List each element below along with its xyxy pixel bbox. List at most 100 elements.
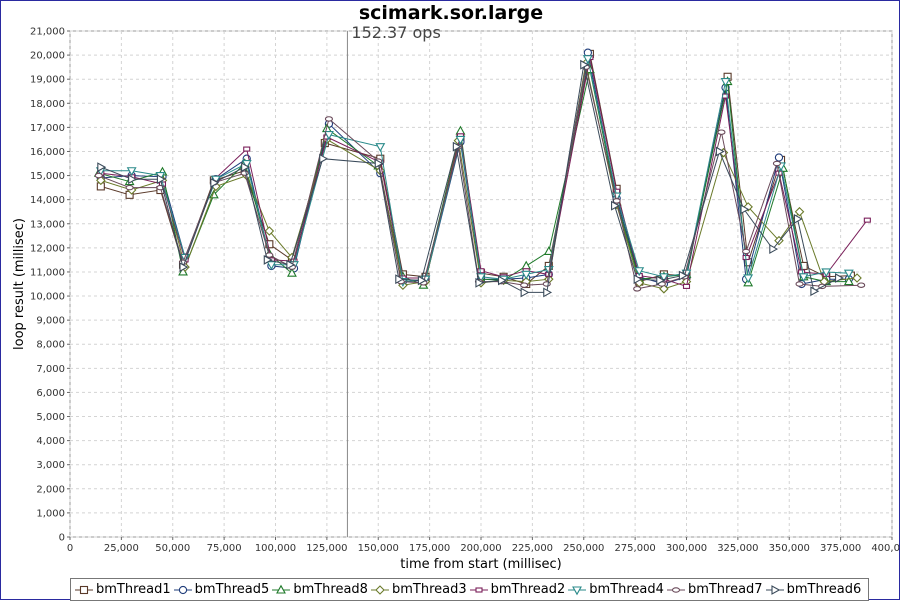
y-tick-label: 13,000 [30,219,65,230]
legend-item: bmThread2 [469,582,566,597]
legend-label: bmThread2 [490,582,566,597]
legend-item: bmThread3 [370,582,467,597]
legend-swatch [666,586,685,593]
y-tick-label: 10,000 [30,292,65,303]
series-bmThread2 [97,54,871,289]
data-point [497,275,507,286]
legend-label: bmThread7 [687,582,763,597]
legend-marker [178,585,187,594]
legend-label: bmThread8 [293,582,368,597]
data-point [241,159,252,169]
annotation-text: 152.37 ops [351,23,440,42]
y-tick-label: 19,000 [30,75,65,86]
y-tick-label: 12,000 [30,243,65,254]
data-point [743,274,754,284]
data-point [843,276,854,286]
data-point [682,283,691,289]
legend-label: bmThread6 [786,582,862,597]
data-point [417,275,427,286]
data-point [125,184,134,191]
legend-item: bmThread8 [272,582,368,597]
legend-item: bmThread4 [568,582,664,597]
legend-item: bmThread1 [75,582,171,597]
data-point [794,206,805,217]
y-tick-label: 0 [59,533,65,544]
legend-marker [79,585,89,594]
x-tick-label: 250,000 [563,543,604,554]
y-tick-label: 4,000 [36,436,65,447]
x-tick-label: 0 [67,543,73,554]
y-tick-label: 9,000 [36,316,65,327]
y-tick-label: 6,000 [36,388,65,399]
x-tick-label: 400,000 [871,543,900,554]
y-tick-label: 11,000 [30,267,65,278]
data-point [542,281,551,287]
data-point [742,248,751,255]
data-point [476,273,486,283]
data-point [772,160,781,167]
y-tick-label: 2,000 [36,484,65,495]
legend-item: bmThread5 [173,582,269,597]
legend-marker [771,584,780,595]
series-group [93,48,871,298]
data-point [323,131,334,140]
data-point [375,143,386,152]
data-point [810,286,820,297]
x-tick-label: 75,000 [207,543,242,554]
legend-label: bmThread3 [391,582,467,597]
plot-area: 0 25,000 50,000 75,000 100,000 125,000 150,000… [12,23,900,572]
x-tick-label: 275,000 [614,543,655,554]
y-tick-label: 7,000 [36,364,65,375]
data-point [857,282,866,288]
x-tick-label: 175,000 [409,543,450,554]
legend-swatch [568,585,587,595]
data-point [793,214,803,224]
data-point [863,217,871,223]
data-point [94,172,103,179]
data-point [287,267,297,277]
data-point [843,269,854,279]
data-point [210,177,220,188]
y-tick-label: 18,000 [30,99,65,110]
data-point [452,141,462,152]
data-point [96,175,106,186]
data-point [319,153,329,164]
x-tick-label: 100,000 [255,543,296,554]
data-point [720,78,731,87]
x-tick-label: 350,000 [769,543,810,554]
x-axis-label: time from start (millisec) [400,557,561,572]
legend-swatch [469,586,488,593]
series-line [100,52,849,285]
data-point [634,267,645,277]
legend-label: bmThread1 [96,582,171,597]
series-line [100,58,849,283]
y-tick-label: 21,000 [30,27,65,38]
data-point [241,162,251,173]
data-point [156,174,166,185]
legend-marker [572,585,583,595]
data-point [179,262,189,273]
data-point [475,277,485,288]
x-tick-label: 300,000 [666,543,707,554]
data-point [835,273,844,283]
y-tick-label: 16,000 [30,147,65,158]
data-point [520,282,529,288]
data-point [633,286,642,292]
x-tick-label: 125,000 [306,543,347,554]
y-tick-label: 17,000 [30,123,65,134]
data-point [717,129,726,135]
x-tick-label: 25,000 [104,543,139,554]
y-tick-label: 5,000 [36,412,65,423]
legend-swatch [370,584,389,595]
data-point [521,270,532,280]
data-point [210,175,221,185]
data-point [395,274,405,285]
legend: bmThread1 bmThread5 bmThread8 bmThread3 bmTh… [70,578,870,601]
data-point [520,287,530,298]
data-point [633,274,643,285]
legend-swatch [75,585,93,594]
legend-swatch [173,585,192,594]
series-bmThread4 [95,55,854,287]
x-tick-label: 50,000 [155,543,190,554]
data-point [852,273,862,283]
